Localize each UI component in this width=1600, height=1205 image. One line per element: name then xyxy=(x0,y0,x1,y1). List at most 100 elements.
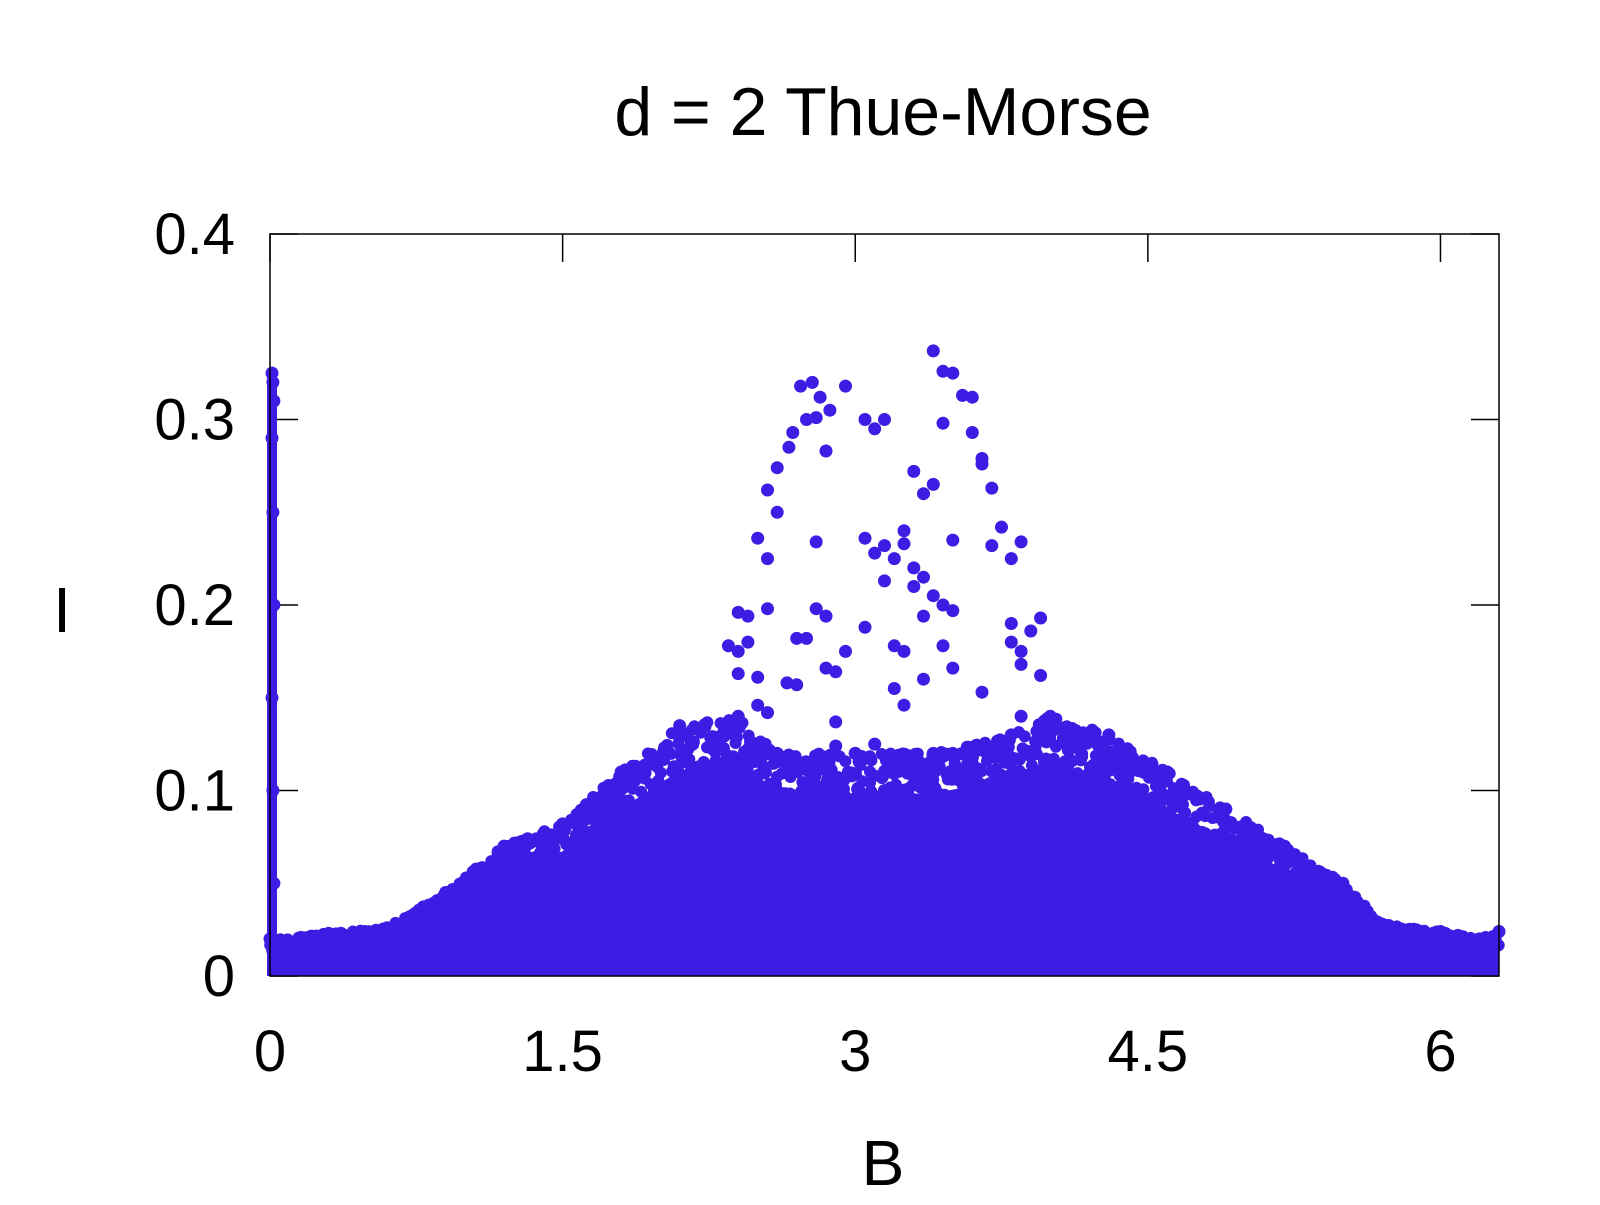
scatter-point xyxy=(1167,782,1180,795)
scatter-point xyxy=(510,842,523,855)
scatter-point xyxy=(987,798,1000,811)
scatter-point xyxy=(1025,759,1038,772)
scatter-point xyxy=(1115,813,1128,826)
scatter-point xyxy=(1095,752,1108,765)
scatter-point xyxy=(1066,722,1079,734)
scatter-point xyxy=(942,768,955,781)
scatter-point xyxy=(720,748,733,761)
scatter-point xyxy=(741,635,755,649)
scatter-point xyxy=(530,862,543,875)
scatter-point xyxy=(995,830,1008,843)
scatter-point xyxy=(987,787,1000,800)
scatter-point xyxy=(660,782,673,795)
scatter-point xyxy=(1323,904,1336,917)
scatter-point xyxy=(763,803,776,816)
scatter-point xyxy=(681,804,694,817)
scatter-point xyxy=(1157,814,1170,827)
scatter-point xyxy=(878,574,891,588)
scatter-point xyxy=(610,815,622,828)
scatter-point xyxy=(858,413,872,426)
scatter-point xyxy=(782,440,796,454)
scatter-point xyxy=(805,375,819,389)
scatter-point xyxy=(867,770,879,783)
scatter-point xyxy=(1029,772,1042,785)
scatter-point xyxy=(536,848,549,861)
scatter-point xyxy=(995,520,1008,534)
scatter-point xyxy=(936,364,950,378)
scatter-point xyxy=(727,761,740,774)
scatter-point xyxy=(965,426,979,439)
scatter-point xyxy=(946,533,960,547)
scatter-point xyxy=(965,797,977,810)
scatter-point xyxy=(790,678,804,692)
scatter-point xyxy=(1014,644,1028,658)
scatter-point xyxy=(637,767,650,780)
scatter-point xyxy=(359,938,372,951)
scatter-point xyxy=(918,810,931,823)
scatter-point xyxy=(1217,852,1229,864)
scatter-point xyxy=(1012,776,1025,789)
scatter-point xyxy=(416,910,429,923)
scatter-point xyxy=(897,524,911,538)
y-tick-label: 0.2 xyxy=(154,573,235,638)
scatter-point xyxy=(651,761,664,774)
scatter-point xyxy=(781,802,794,815)
scatter-point xyxy=(1195,838,1208,851)
scatter-point xyxy=(1325,892,1338,905)
scatter-point xyxy=(950,760,963,773)
scatter-point xyxy=(1235,872,1248,885)
scatter-point xyxy=(1093,802,1106,815)
scatter-point xyxy=(751,698,765,712)
scatter-point xyxy=(1004,728,1018,742)
scatter-point xyxy=(1181,838,1194,851)
scatter-point xyxy=(794,832,807,845)
scatter-point xyxy=(809,535,823,549)
scatter-point xyxy=(1141,764,1154,776)
scatter-point xyxy=(1452,934,1465,947)
scatter-point xyxy=(1065,822,1078,835)
scatter-point xyxy=(598,803,610,816)
scatter-point xyxy=(565,837,578,850)
scatter-point xyxy=(1072,770,1085,783)
scatter-point xyxy=(1269,871,1282,884)
scatter-point xyxy=(832,771,845,784)
scatter-point xyxy=(975,744,988,757)
scatter-point xyxy=(985,481,999,495)
scatter-point xyxy=(1152,840,1165,853)
scatter-point xyxy=(1206,867,1219,880)
scatter-point xyxy=(767,757,780,770)
scatter-point xyxy=(878,539,891,553)
scatter-point xyxy=(1005,751,1018,764)
scatter-point xyxy=(1349,901,1362,914)
scatter-point xyxy=(887,639,901,653)
scatter-point xyxy=(824,764,837,777)
scatter-point xyxy=(946,746,960,760)
scatter-point xyxy=(1173,827,1186,840)
scatter-point xyxy=(635,785,648,798)
scatter-point xyxy=(1024,746,1038,760)
scatter-point xyxy=(848,746,862,760)
y-tick-label: 0.4 xyxy=(154,202,235,267)
scatter-point xyxy=(536,827,549,840)
y-tick-label: 0.3 xyxy=(154,388,235,453)
scatter-point xyxy=(798,820,811,832)
scatter-point xyxy=(693,815,706,828)
scatter-point xyxy=(918,786,931,799)
scatter-point xyxy=(414,924,427,936)
scatter-point xyxy=(868,422,882,436)
scatter-point xyxy=(451,885,464,897)
scatter-point xyxy=(1390,936,1403,949)
scatter-point xyxy=(858,620,872,634)
scatter-point xyxy=(344,932,357,945)
scatter-point xyxy=(1080,781,1093,794)
scatter-point xyxy=(554,831,567,844)
scatter-point xyxy=(1081,737,1093,750)
scatter-point xyxy=(714,717,727,730)
scatter-point xyxy=(685,761,697,774)
scatter-point xyxy=(1392,924,1405,937)
scatter-point xyxy=(1265,847,1278,860)
scatter-point xyxy=(761,706,774,720)
scatter-point xyxy=(965,750,979,764)
scatter-point xyxy=(1229,859,1242,872)
scatter-point xyxy=(840,831,853,844)
